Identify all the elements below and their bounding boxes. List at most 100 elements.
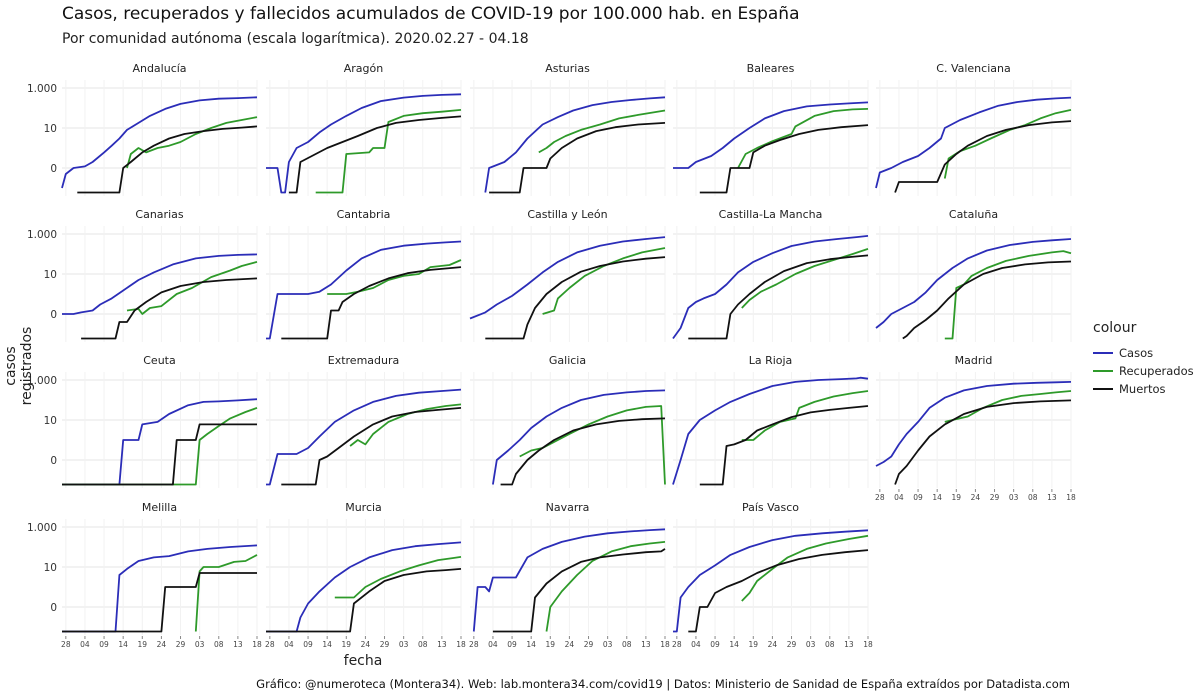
series-line-recuperados-pais-vasco: [741, 534, 869, 602]
panel-title-galicia: Galicia: [549, 354, 586, 367]
series-line-muertos-galicia: [500, 417, 666, 486]
panel-cataluna: Cataluña: [875, 208, 1072, 342]
x-tick-label: 13: [233, 640, 243, 649]
x-tick-label: 28: [875, 493, 885, 502]
y-tick-label: 0: [50, 163, 57, 175]
x-tick-label: 03: [1009, 493, 1019, 502]
panel-title-c-valenciana: C. Valenciana: [936, 62, 1010, 75]
legend-key-casos: [1093, 352, 1113, 354]
x-tick-label: 04: [80, 640, 90, 649]
panel-navarra: Navarra 28 04 09 14 19 24 29 03 08 13 18: [469, 501, 670, 649]
series-line-muertos-extremadura: [281, 407, 462, 486]
x-tick-label: 29: [990, 493, 1000, 502]
x-tick-label: 13: [844, 640, 854, 649]
x-tick-label: 18: [1066, 493, 1076, 502]
legend-item-casos: Casos: [1093, 344, 1194, 362]
y-tick-label: 10: [44, 123, 57, 135]
series-line-muertos-asturias: [489, 122, 666, 194]
series-line-recuperados-castilla-y-leon: [542, 247, 666, 315]
x-tick-label: 29: [176, 640, 186, 649]
series-line-recuperados-canarias: [126, 261, 258, 315]
series-line-muertos-pais-vasco: [688, 549, 869, 633]
x-tick-label: 09: [303, 640, 313, 649]
x-tick-label: 09: [710, 640, 720, 649]
series-line-muertos-aragon: [288, 115, 462, 194]
y-axis-label: casos registrados: [3, 326, 35, 406]
series-line-recuperados-asturias: [538, 109, 666, 154]
series-line-casos-aragon: [266, 93, 462, 194]
series-line-casos-andalucia: [61, 96, 258, 189]
series-line-recuperados-cataluna: [944, 250, 1072, 340]
panel-title-navarra: Navarra: [546, 501, 590, 514]
series-line-casos-murcia: [266, 541, 462, 633]
x-tick-label: 14: [322, 640, 332, 649]
series-line-recuperados-baleares: [737, 108, 869, 169]
x-tick-label: 13: [437, 640, 447, 649]
series-line-casos-pais-vasco: [673, 529, 869, 633]
x-tick-label: 19: [342, 640, 352, 649]
series-line-recuperados-extremadura: [349, 403, 462, 447]
legend-label-muertos: Muertos: [1119, 382, 1166, 396]
series-line-muertos-navarra: [492, 548, 666, 633]
panel-ceuta: Ceuta 1.000 10 0: [27, 354, 258, 488]
y-tick-label: 10: [44, 269, 57, 281]
series-line-muertos-andalucia: [77, 125, 258, 194]
series-line-casos-madrid: [875, 381, 1072, 467]
series-line-muertos-cataluna: [902, 260, 1072, 340]
legend-item-recuperados: Recuperados: [1093, 362, 1194, 380]
series-line-casos-la-rioja: [672, 376, 869, 485]
series-line-muertos-c-valenciana: [894, 120, 1072, 193]
x-tick-label: 14: [729, 640, 739, 649]
x-tick-label: 24: [565, 640, 575, 649]
x-tick-label: 08: [214, 640, 224, 649]
x-tick-label: 03: [195, 640, 205, 649]
x-tick-label: 04: [284, 640, 294, 649]
x-tick-label: 09: [913, 493, 923, 502]
panel-c-valenciana: C. Valenciana: [875, 62, 1072, 196]
x-tick-label: 13: [641, 640, 651, 649]
series-line-casos-ceuta: [62, 398, 258, 486]
legend-title: colour: [1093, 320, 1137, 336]
panel-title-andalucia: Andalucía: [132, 62, 186, 75]
panel-pais-vasco: País Vasco 28 04 09 14 19 24 29 03 08 13 18: [672, 501, 873, 649]
panel-extremadura: Extremadura: [266, 354, 462, 488]
chart-title: Casos, recuperados y fallecidos acumulad…: [62, 4, 800, 24]
series-line-muertos-la-rioja: [699, 405, 869, 486]
y-tick-label: 10: [44, 415, 57, 427]
chart-caption: Gráfico: @numeroteca (Montera34). Web: l…: [256, 677, 1070, 691]
panel-cantabria: Cantabria: [266, 208, 462, 342]
panel-title-castilla-la-mancha: Castilla-La Mancha: [719, 208, 823, 221]
series-line-recuperados-aragon: [315, 109, 462, 194]
series-line-casos-navarra: [472, 528, 666, 632]
legend-item-muertos: Muertos: [1093, 380, 1194, 398]
legend: colour Casos Recuperados Muertos: [1093, 320, 1194, 398]
panel-title-ceuta: Ceuta: [143, 354, 175, 367]
x-tick-label: 03: [603, 640, 613, 649]
x-tick-label: 19: [749, 640, 759, 649]
panel-galicia: Galicia: [470, 354, 666, 488]
x-tick-label: 08: [1028, 493, 1038, 502]
panel-madrid: Madrid 28 04 09 14 19 24 29 03 08 13 18: [875, 354, 1076, 502]
x-tick-label: 28: [61, 640, 71, 649]
series-line-casos-galicia: [492, 389, 666, 485]
panel-title-canarias: Canarias: [135, 208, 183, 221]
series-line-recuperados-andalucia: [126, 116, 258, 169]
panel-title-asturias: Asturias: [545, 62, 590, 75]
series-line-casos-c-valenciana: [875, 96, 1072, 189]
series-line-muertos-baleares: [699, 124, 869, 194]
panel-title-la-rioja: La Rioja: [749, 354, 793, 367]
panel-title-baleares: Baleares: [747, 62, 795, 75]
series-line-muertos-canarias: [81, 277, 258, 340]
series-line-muertos-castilla-la-mancha: [688, 254, 869, 340]
series-line-casos-extremadura: [266, 388, 462, 486]
y-tick-label: 1.000: [27, 375, 57, 387]
x-tick-label: 14: [932, 493, 942, 502]
y-tick-label: 1.000: [27, 522, 57, 534]
y-tick-label: 1.000: [27, 229, 57, 241]
panel-baleares: Baleares: [673, 62, 869, 196]
panel-la-rioja: La Rioja: [672, 354, 869, 488]
series-line-recuperados-castilla-la-mancha: [741, 248, 869, 309]
series-line-muertos-melilla: [62, 572, 257, 633]
series-line-recuperados-navarra: [545, 541, 666, 632]
